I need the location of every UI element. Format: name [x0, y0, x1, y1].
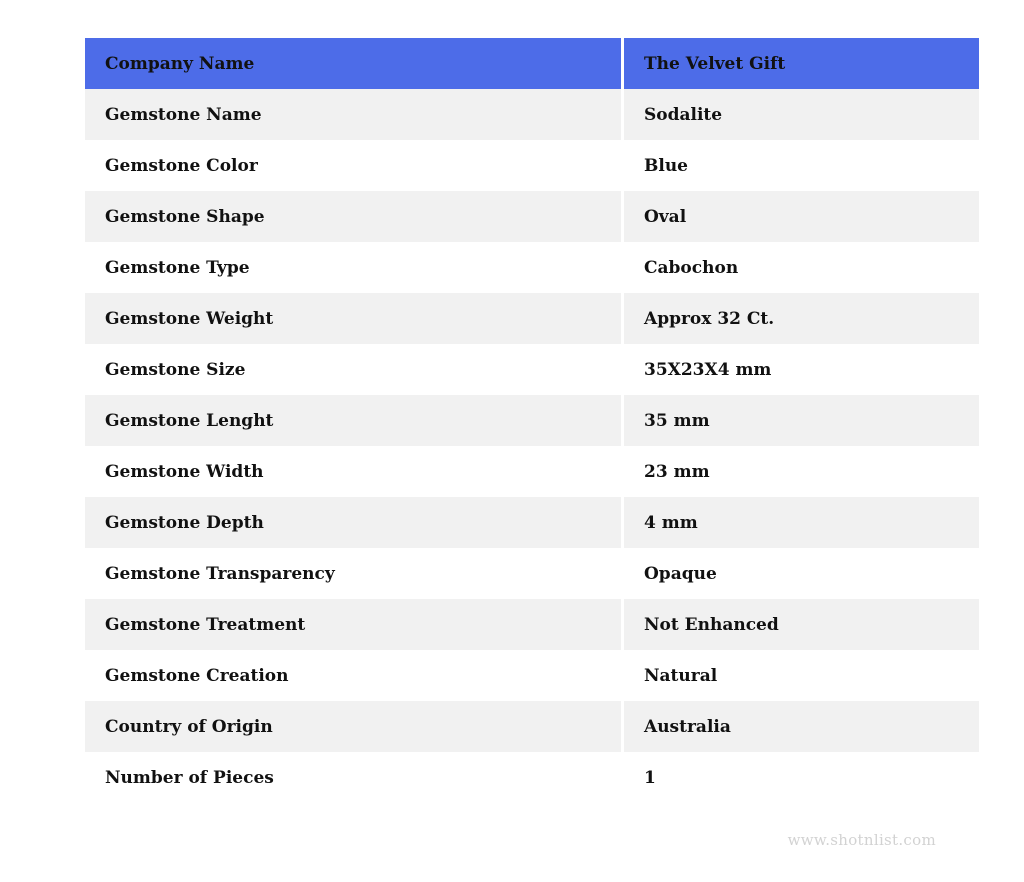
table-row: Gemstone Width 23 mm [85, 446, 979, 497]
row-value-cell: Blue [621, 140, 979, 191]
row-value-cell: 4 mm [621, 497, 979, 548]
table-row: Gemstone Name Sodalite [85, 89, 979, 140]
row-label-cell: Country of Origin [85, 701, 621, 752]
table-row: Gemstone Lenght 35 mm [85, 395, 979, 446]
row-label-cell: Gemstone Width [85, 446, 621, 497]
row-value-cell: Cabochon [621, 242, 979, 293]
row-value-cell: Approx 32 Ct. [621, 293, 979, 344]
table-row: Country of Origin Australia [85, 701, 979, 752]
row-value-cell: Opaque [621, 548, 979, 599]
row-value-cell: 23 mm [621, 446, 979, 497]
row-value-cell: Sodalite [621, 89, 979, 140]
row-value-cell: Not Enhanced [621, 599, 979, 650]
row-value-cell: 35 mm [621, 395, 979, 446]
table-row: Gemstone Type Cabochon [85, 242, 979, 293]
header-label-cell: Company Name [85, 38, 621, 89]
row-label-cell: Number of Pieces [85, 752, 621, 803]
header-value-cell: The Velvet Gift [621, 38, 979, 89]
row-label-cell: Gemstone Treatment [85, 599, 621, 650]
watermark-text: www.shotnlist.com [787, 831, 936, 849]
table-row: Number of Pieces 1 [85, 752, 979, 803]
table-row: Gemstone Treatment Not Enhanced [85, 599, 979, 650]
row-label-cell: Gemstone Lenght [85, 395, 621, 446]
row-value-cell: 35X23X4 mm [621, 344, 979, 395]
row-label-cell: Gemstone Name [85, 89, 621, 140]
table-row: Gemstone Creation Natural [85, 650, 979, 701]
row-label-cell: Gemstone Shape [85, 191, 621, 242]
row-value-cell: Oval [621, 191, 979, 242]
row-label-cell: Gemstone Size [85, 344, 621, 395]
row-value-cell: 1 [621, 752, 979, 803]
row-label-cell: Gemstone Type [85, 242, 621, 293]
table-row: Gemstone Shape Oval [85, 191, 979, 242]
row-label-cell: Gemstone Weight [85, 293, 621, 344]
row-label-cell: Gemstone Depth [85, 497, 621, 548]
table-row: Gemstone Size 35X23X4 mm [85, 344, 979, 395]
gemstone-spec-table: Company Name The Velvet Gift Gemstone Na… [85, 38, 979, 803]
table-row: Gemstone Weight Approx 32 Ct. [85, 293, 979, 344]
table-row: Gemstone Color Blue [85, 140, 979, 191]
row-label-cell: Gemstone Color [85, 140, 621, 191]
row-label-cell: Gemstone Creation [85, 650, 621, 701]
row-label-cell: Gemstone Transparency [85, 548, 621, 599]
table-header-row: Company Name The Velvet Gift [85, 38, 979, 89]
row-value-cell: Natural [621, 650, 979, 701]
table-row: Gemstone Depth 4 mm [85, 497, 979, 548]
row-value-cell: Australia [621, 701, 979, 752]
table-row: Gemstone Transparency Opaque [85, 548, 979, 599]
spec-table-body: Company Name The Velvet Gift Gemstone Na… [85, 38, 979, 803]
